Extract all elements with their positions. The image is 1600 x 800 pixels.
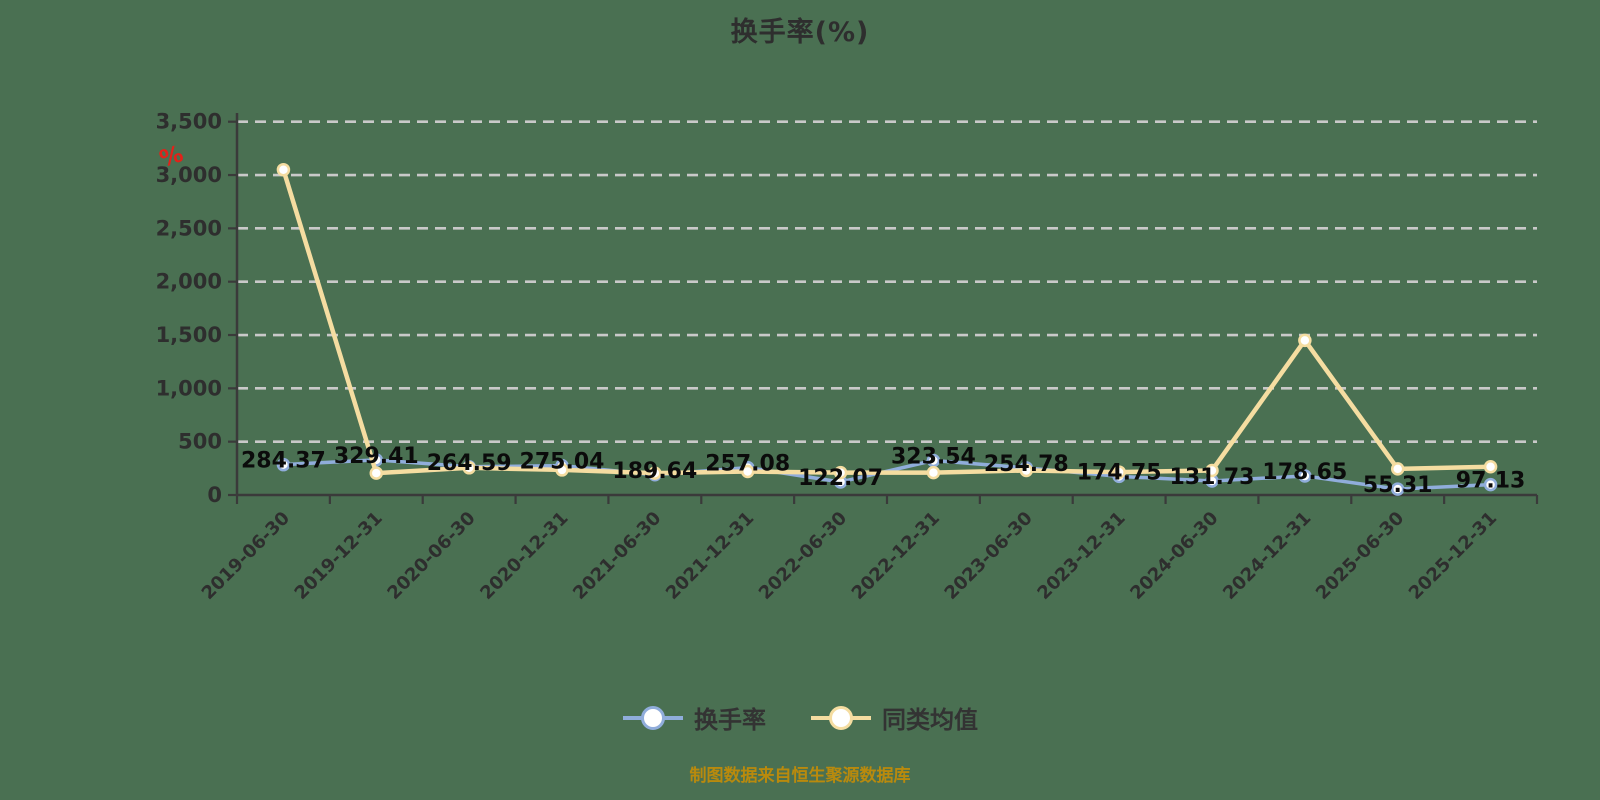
data-point-average — [462, 461, 476, 475]
y-axis-label: 500 — [178, 430, 222, 454]
point-value-label: 122.07 — [798, 466, 883, 491]
y-axis-label: 3,000 — [156, 163, 222, 187]
x-axis-label: 2024-12-31 — [1219, 508, 1315, 604]
legend-item-label: 换手率 — [694, 706, 766, 734]
data-point-average — [926, 465, 941, 480]
x-axis-label: 2022-12-31 — [848, 508, 944, 604]
point-value-label: 254.78 — [984, 452, 1069, 477]
point-value-label: 264.59 — [427, 451, 512, 476]
average-legend-marker — [811, 705, 871, 730]
y-axis-label: 3,500 — [156, 110, 222, 134]
y-axis-label: 2,500 — [156, 216, 222, 240]
data-point-average — [648, 466, 662, 480]
point-value-label: 275.04 — [520, 450, 605, 475]
x-axis-label: 2024-06-30 — [1126, 508, 1222, 604]
legend: 换手率 同类均值 — [0, 700, 1600, 735]
data-point-turnover — [1390, 482, 1405, 496]
point-value-label: 55.31 — [1363, 473, 1433, 498]
x-axis-label: 2021-06-30 — [569, 508, 665, 604]
point-value-label: 178.65 — [1262, 460, 1347, 485]
x-axis-label: 2022-06-30 — [755, 508, 851, 604]
x-axis-label: 2025-06-30 — [1312, 508, 1408, 604]
data-point-average — [833, 465, 848, 480]
point-value-label: 189.64 — [612, 459, 697, 484]
data-point-average — [1205, 463, 1219, 478]
data-point-average — [1112, 465, 1126, 479]
data-point-average — [1298, 333, 1312, 348]
x-axis-label: 2023-12-31 — [1033, 508, 1129, 604]
data-point-average — [740, 464, 755, 479]
point-value-label: 257.08 — [705, 452, 790, 477]
x-axis-label: 2021-12-31 — [662, 508, 758, 604]
x-axis-label: 2020-12-31 — [476, 508, 572, 604]
x-axis-label: 2019-12-31 — [291, 508, 387, 604]
y-axis-label: 1,000 — [156, 376, 222, 400]
data-point-average — [1390, 462, 1405, 476]
data-point-average — [555, 463, 569, 477]
data-source-caption: 制图数据来自恒生聚源数据库 — [689, 766, 911, 786]
legend-item-label: 同类均值 — [882, 706, 978, 734]
point-value-label: 131.73 — [1170, 465, 1255, 490]
point-value-label: 284.37 — [241, 449, 326, 474]
y-axis-label: 2,000 — [156, 270, 222, 294]
data-point-average — [369, 466, 384, 480]
data-point-turnover — [1483, 477, 1498, 492]
data-point-average — [1019, 463, 1034, 478]
data-point-average — [276, 162, 291, 177]
chart-title: 换手率(%) — [730, 17, 870, 48]
y-axis-label: 1,500 — [156, 323, 222, 347]
data-point-average — [1483, 459, 1498, 474]
point-value-label: 329.41 — [334, 444, 419, 469]
x-axis-label: 2020-06-30 — [383, 508, 479, 604]
y-axis-label: 0 — [207, 483, 222, 507]
turnover-legend-marker — [623, 705, 683, 730]
point-value-label: 323.54 — [891, 444, 976, 469]
legend-item-average[interactable]: 同类均值 — [810, 700, 978, 735]
x-axis-label: 2019-06-30 — [198, 508, 294, 604]
point-value-label: 174.75 — [1077, 460, 1162, 485]
series-line-average — [281, 167, 1493, 476]
x-axis-label: 2025-12-31 — [1405, 508, 1501, 604]
legend-item-turnover[interactable]: 换手率 — [622, 700, 766, 735]
point-value-label: 97.13 — [1456, 469, 1526, 494]
x-axis-label: 2023-06-30 — [941, 508, 1037, 604]
data-point-turnover — [1298, 469, 1312, 483]
data-point-turnover — [276, 457, 291, 472]
